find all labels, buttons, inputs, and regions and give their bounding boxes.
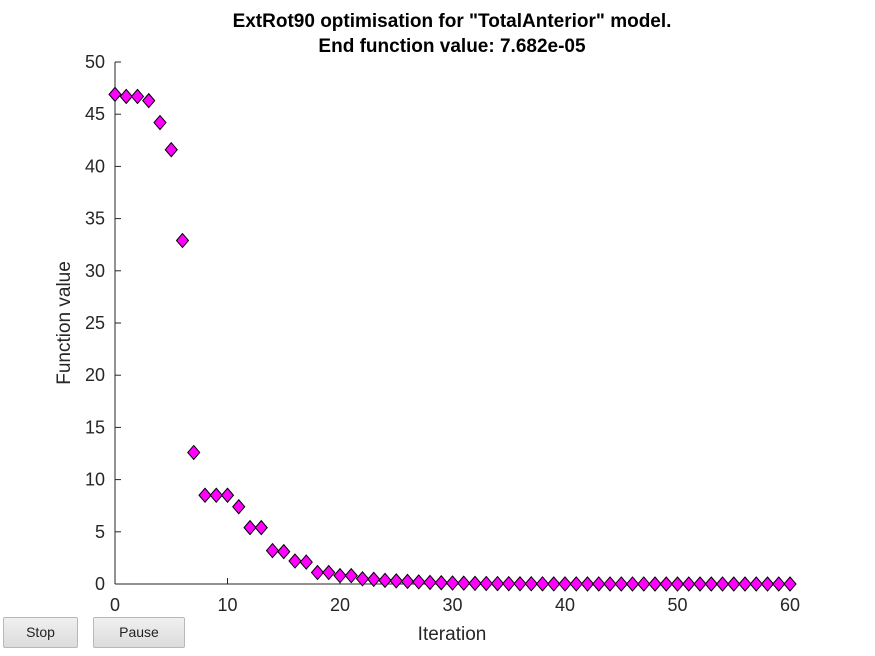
data-point (108, 86, 122, 103)
data-point (502, 575, 516, 592)
data-point (513, 576, 527, 592)
data-point (547, 576, 561, 592)
x-tick-label: 10 (217, 595, 237, 615)
y-tick-label: 5 (95, 522, 105, 542)
y-tick-label: 15 (85, 417, 105, 437)
data-markers (108, 86, 797, 592)
data-point (153, 114, 167, 131)
data-point (130, 88, 145, 105)
data-point (389, 573, 403, 589)
data-point (580, 576, 595, 592)
stop-button[interactable]: Stop (3, 617, 78, 648)
data-point (164, 141, 178, 158)
y-tick-label: 20 (85, 365, 105, 385)
data-point (277, 543, 291, 560)
y-tick-label: 30 (85, 261, 105, 281)
x-tick-label: 60 (780, 595, 800, 615)
data-point (367, 571, 381, 588)
x-axis-label: Iteration (418, 624, 487, 645)
data-point (704, 576, 718, 592)
data-point (659, 576, 673, 592)
data-point (760, 576, 775, 592)
data-point (592, 576, 606, 592)
data-point (727, 576, 741, 592)
data-point (322, 564, 336, 581)
data-point (682, 576, 696, 592)
data-point (738, 576, 752, 592)
x-tick-label: 30 (442, 595, 462, 615)
data-point (119, 88, 133, 105)
y-tick-label: 0 (95, 574, 105, 594)
data-point (243, 519, 257, 536)
data-point (254, 519, 268, 536)
data-point (693, 576, 707, 592)
data-point (569, 576, 583, 592)
data-point (490, 575, 505, 592)
data-point (288, 553, 302, 569)
axes: 0 10 20 30 40 50 60 0 5 10 15 20 25 30 35 40 45 50 (85, 52, 800, 615)
y-tick-label: 10 (85, 470, 105, 490)
data-point (772, 576, 786, 592)
x-tick-label: 20 (330, 595, 350, 615)
data-point (648, 576, 662, 592)
chart-title: ExtRot90 optimisation for "TotalAnterior… (233, 11, 672, 32)
data-point (333, 567, 347, 584)
y-tick-label: 35 (85, 209, 105, 229)
data-point (524, 576, 538, 592)
data-point (558, 576, 572, 592)
data-point (783, 576, 797, 592)
data-point (445, 575, 460, 591)
data-point (355, 571, 370, 587)
data-point (175, 232, 190, 249)
data-point (479, 575, 493, 592)
data-point (220, 487, 235, 504)
data-point (614, 576, 628, 592)
data-point (434, 574, 448, 591)
chart-subtitle: End function value: 7.682e-05 (318, 36, 586, 57)
data-point (378, 572, 392, 589)
data-point (670, 576, 685, 592)
data-point (198, 487, 212, 504)
data-point (637, 576, 651, 592)
data-point (749, 576, 763, 592)
plot-background (115, 62, 790, 584)
x-tick-label: 0 (110, 595, 120, 615)
data-point (310, 564, 325, 581)
data-point (400, 573, 415, 590)
data-point (412, 574, 426, 590)
x-tick-label: 40 (555, 595, 575, 615)
data-point (187, 444, 201, 461)
pause-button[interactable]: Pause (93, 617, 185, 648)
data-point (603, 576, 617, 592)
x-tick-label: 50 (667, 595, 687, 615)
data-point (715, 576, 730, 592)
data-point (299, 554, 313, 570)
data-point (423, 574, 437, 591)
data-point (625, 576, 640, 592)
y-tick-label: 50 (85, 52, 105, 72)
y-axis-label: Function value (54, 261, 75, 385)
data-point (457, 575, 471, 591)
data-point (209, 487, 223, 504)
data-point (232, 498, 246, 515)
data-point (535, 576, 550, 592)
y-tick-label: 25 (85, 313, 105, 333)
data-point (142, 92, 156, 109)
data-point (468, 575, 482, 592)
y-tick-label: 45 (85, 104, 105, 124)
y-tick-label: 40 (85, 156, 105, 176)
plot-area (115, 62, 790, 584)
data-point (265, 542, 280, 559)
data-point (344, 567, 358, 584)
